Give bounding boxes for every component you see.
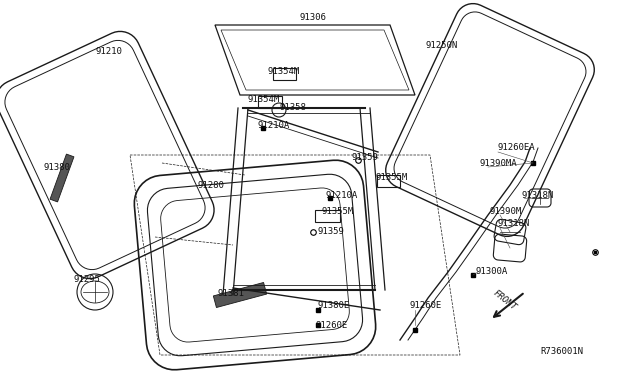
Text: 91381: 91381 [218,289,245,298]
Text: 91260E: 91260E [315,321,348,330]
Text: 91250N: 91250N [425,41,457,49]
Text: R736001N: R736001N [540,347,583,356]
Text: 91355M: 91355M [375,173,407,182]
Text: 91210A: 91210A [258,121,291,129]
Text: 91210: 91210 [95,48,122,57]
Text: 91359: 91359 [318,228,345,237]
Polygon shape [50,154,74,202]
Text: 91390MA: 91390MA [480,158,518,167]
Text: 91390M: 91390M [490,206,522,215]
Text: 91260E: 91260E [410,301,442,311]
Text: 91318N: 91318N [522,190,554,199]
Text: 91354M: 91354M [268,67,300,77]
Text: 91210A: 91210A [326,192,358,201]
Text: 91380E: 91380E [318,301,350,310]
Text: FRONT: FRONT [492,288,518,312]
Text: 91380: 91380 [44,163,71,171]
Text: 91355M: 91355M [322,208,355,217]
Text: 91358: 91358 [279,103,306,112]
Text: 91260EA: 91260EA [498,144,536,153]
Text: 91295: 91295 [74,276,101,285]
Polygon shape [213,282,267,308]
Text: 91300A: 91300A [475,267,508,276]
Text: 91359: 91359 [352,154,379,163]
Text: 91306: 91306 [300,13,327,22]
Text: 91318N: 91318N [498,219,531,228]
Text: 91354M: 91354M [248,96,280,105]
Text: 91280: 91280 [198,180,225,189]
